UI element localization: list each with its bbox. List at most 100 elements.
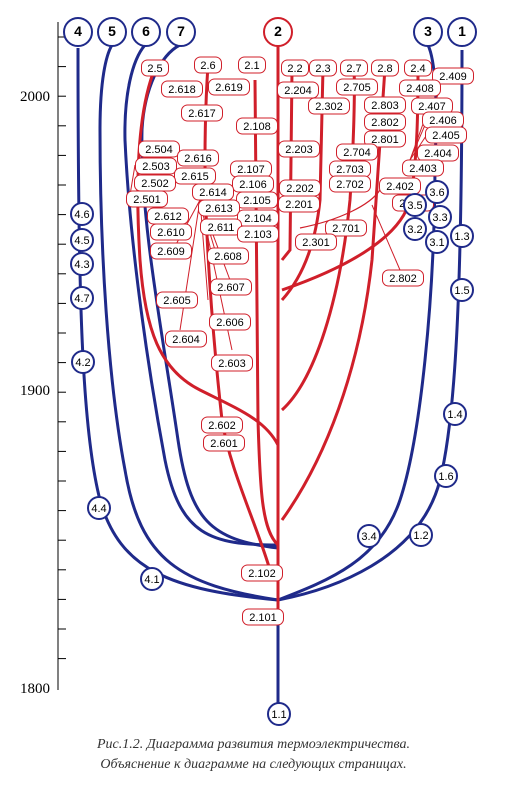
red-node-2-8: 2.8 bbox=[371, 59, 399, 77]
red-node-2-105: 2.105 bbox=[236, 191, 278, 209]
svg-text:2.614: 2.614 bbox=[199, 187, 227, 199]
svg-text:2.203: 2.203 bbox=[285, 144, 313, 156]
svg-text:3.4: 3.4 bbox=[361, 531, 376, 543]
red-node-2-203: 2.203 bbox=[278, 140, 320, 158]
branch-header-7: 7 bbox=[166, 17, 196, 47]
red-node-2-611: 2.611 bbox=[200, 218, 242, 236]
red-node-2-3: 2.3 bbox=[309, 59, 337, 77]
red-node-2-610: 2.610 bbox=[150, 223, 192, 241]
branch-header-5: 5 bbox=[97, 17, 127, 47]
blue-node-4-4: 4.4 bbox=[87, 496, 111, 520]
svg-text:3.3: 3.3 bbox=[432, 212, 447, 224]
svg-text:2.503: 2.503 bbox=[142, 161, 170, 173]
red-node-2-404: 2.404 bbox=[417, 144, 459, 162]
svg-text:1.3: 1.3 bbox=[454, 231, 469, 243]
blue-node-1-4: 1.4 bbox=[443, 402, 467, 426]
red-node-2-609: 2.609 bbox=[150, 242, 192, 260]
caption-line-2: Объяснение к диаграмме на следующих стра… bbox=[100, 757, 407, 772]
red-node-2-618: 2.618 bbox=[161, 80, 203, 98]
blue-node-3-2: 3.2 bbox=[403, 217, 427, 241]
svg-text:2.606: 2.606 bbox=[216, 317, 244, 329]
red-node-2-101: 2.101 bbox=[242, 608, 284, 626]
svg-text:4.7: 4.7 bbox=[74, 293, 89, 305]
svg-text:3.2: 3.2 bbox=[407, 224, 422, 236]
svg-text:2.613: 2.613 bbox=[205, 203, 233, 215]
year-label-1800: 1800 bbox=[20, 681, 50, 697]
svg-text:2.701: 2.701 bbox=[332, 223, 360, 235]
branch-header-4: 4 bbox=[63, 17, 93, 47]
red-node-2-402: 2.402 bbox=[379, 177, 421, 195]
branch-header-3: 3 bbox=[413, 17, 443, 47]
red-node-2-617: 2.617 bbox=[181, 104, 223, 122]
red-node-2-102: 2.102 bbox=[241, 564, 283, 582]
svg-text:2.302: 2.302 bbox=[315, 101, 343, 113]
svg-text:4.1: 4.1 bbox=[144, 574, 159, 586]
svg-text:2.608: 2.608 bbox=[214, 251, 242, 263]
svg-text:2.406: 2.406 bbox=[429, 115, 457, 127]
svg-text:2.607: 2.607 bbox=[217, 282, 245, 294]
red-node-2-603: 2.603 bbox=[211, 354, 253, 372]
red-node-2-604: 2.604 bbox=[165, 330, 207, 348]
svg-text:2.3: 2.3 bbox=[315, 63, 330, 75]
svg-text:2.602: 2.602 bbox=[208, 420, 236, 432]
blue-node-4-5: 4.5 bbox=[70, 228, 94, 252]
svg-text:4.3: 4.3 bbox=[74, 259, 89, 271]
svg-text:2.601: 2.601 bbox=[210, 438, 238, 450]
blue-node-3-4: 3.4 bbox=[357, 524, 381, 548]
svg-text:1.4: 1.4 bbox=[447, 409, 462, 421]
branch-3 bbox=[277, 44, 438, 602]
svg-text:2.802: 2.802 bbox=[389, 273, 417, 285]
svg-text:2.615: 2.615 bbox=[181, 171, 209, 183]
branch-2-4b bbox=[299, 189, 381, 229]
svg-text:4.5: 4.5 bbox=[74, 235, 89, 247]
branch-2-7 bbox=[280, 67, 356, 412]
svg-text:1: 1 bbox=[458, 23, 466, 39]
blue-node-4-3: 4.3 bbox=[70, 252, 94, 276]
red-node-2-107: 2.107 bbox=[230, 160, 272, 178]
branch-header-6: 6 bbox=[131, 17, 161, 47]
red-node-2-2: 2.2 bbox=[281, 59, 309, 77]
red-node-2-606: 2.606 bbox=[209, 313, 251, 331]
svg-text:2.204: 2.204 bbox=[284, 85, 312, 97]
svg-text:2.108: 2.108 bbox=[243, 121, 271, 133]
svg-text:2.4: 2.4 bbox=[410, 63, 425, 75]
caption-line-1: Рис.1.2. Диаграмма развития термоэлектри… bbox=[96, 737, 411, 752]
blue-node-4-2: 4.2 bbox=[71, 350, 95, 374]
svg-text:2.504: 2.504 bbox=[145, 144, 173, 156]
branch-6 bbox=[123, 44, 279, 547]
blue-node-3-6: 3.6 bbox=[425, 180, 449, 204]
svg-text:2.408: 2.408 bbox=[406, 83, 434, 95]
svg-text:2.106: 2.106 bbox=[239, 179, 267, 191]
svg-text:2.8: 2.8 bbox=[377, 63, 392, 75]
svg-text:1.6: 1.6 bbox=[438, 471, 453, 483]
blue-node-3-3: 3.3 bbox=[428, 205, 452, 229]
svg-text:2.801: 2.801 bbox=[371, 134, 399, 146]
red-node-2-705: 2.705 bbox=[336, 78, 378, 96]
svg-text:2.202: 2.202 bbox=[286, 183, 314, 195]
red-node-2-703: 2.703 bbox=[329, 160, 371, 178]
svg-text:2.104: 2.104 bbox=[244, 213, 272, 225]
red-node-2-602: 2.602 bbox=[201, 416, 243, 434]
svg-text:2.611: 2.611 bbox=[208, 222, 235, 234]
blue-node-4-1: 4.1 bbox=[140, 567, 164, 591]
blue-node-1-5: 1.5 bbox=[450, 278, 474, 302]
svg-text:2.404: 2.404 bbox=[424, 148, 452, 160]
red-node-2-4: 2.4 bbox=[404, 59, 432, 77]
year-label-2000: 2000 bbox=[20, 89, 50, 105]
svg-text:2.802: 2.802 bbox=[371, 117, 399, 129]
svg-text:2.501: 2.501 bbox=[133, 194, 161, 206]
svg-text:1.2: 1.2 bbox=[413, 530, 428, 542]
blue-node-3-1: 3.1 bbox=[425, 230, 449, 254]
svg-text:2.409: 2.409 bbox=[439, 71, 467, 83]
blue-node-1-3: 1.3 bbox=[450, 224, 474, 248]
svg-text:2.107: 2.107 bbox=[237, 164, 265, 176]
blue-node-4-7: 4.7 bbox=[70, 286, 94, 310]
svg-text:2.610: 2.610 bbox=[157, 227, 185, 239]
red-node-2-802: 2.802 bbox=[364, 113, 406, 131]
red-node-2-504: 2.504 bbox=[138, 140, 180, 158]
red-node-2-801: 2.801 bbox=[364, 130, 406, 148]
svg-text:2.102: 2.102 bbox=[248, 568, 276, 580]
svg-text:2.705: 2.705 bbox=[343, 82, 371, 94]
red-node-2-501: 2.501 bbox=[126, 190, 168, 208]
